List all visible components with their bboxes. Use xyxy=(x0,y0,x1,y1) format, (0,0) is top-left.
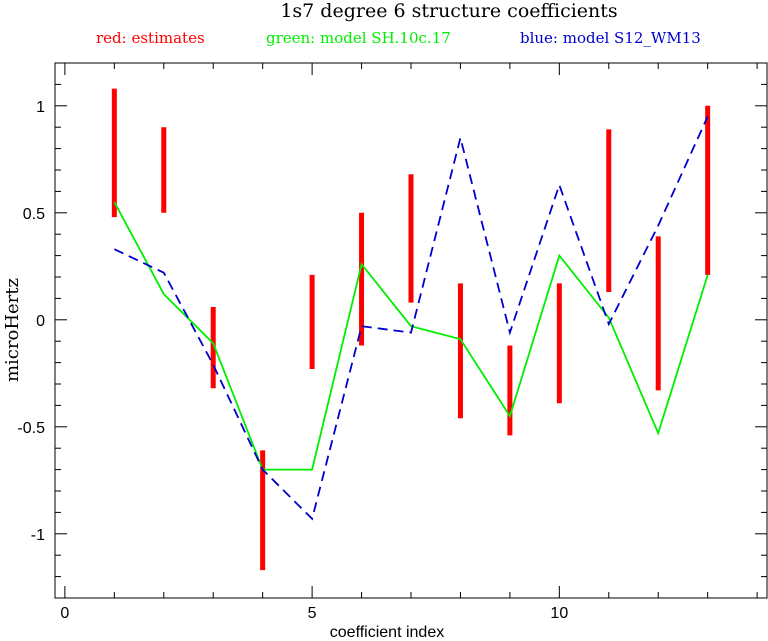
x-axis-label: coefficient index xyxy=(330,624,444,641)
y-tick-label: -1 xyxy=(31,527,45,544)
y-tick-label: 0 xyxy=(36,313,45,330)
y-tick-label: -0.5 xyxy=(17,420,45,437)
x-tick-label: 5 xyxy=(308,605,317,622)
x-tick-label: 0 xyxy=(60,605,69,622)
legend-model-s12: blue: model S12_WM13 xyxy=(520,29,701,47)
y-axis-label: microHertz xyxy=(2,278,23,382)
legend-model-sh: green: model SH.10c.17 xyxy=(266,29,451,47)
series-line-sh10c17 xyxy=(113,201,709,471)
legend-estimates: red: estimates xyxy=(96,29,205,47)
series-line-s12wm13 xyxy=(113,116,709,521)
y-tick-label: 0.5 xyxy=(23,206,45,223)
y-tick-label: 1 xyxy=(36,99,45,116)
axis-tick-labels: 0 5 10 -1 -0.5 0 0.5 1 xyxy=(17,99,568,622)
chart-title: 1s7 degree 6 structure coefficients xyxy=(280,0,617,22)
data-marks xyxy=(111,88,711,571)
axis-ticks xyxy=(55,62,767,599)
x-tick-label: 10 xyxy=(550,605,568,622)
